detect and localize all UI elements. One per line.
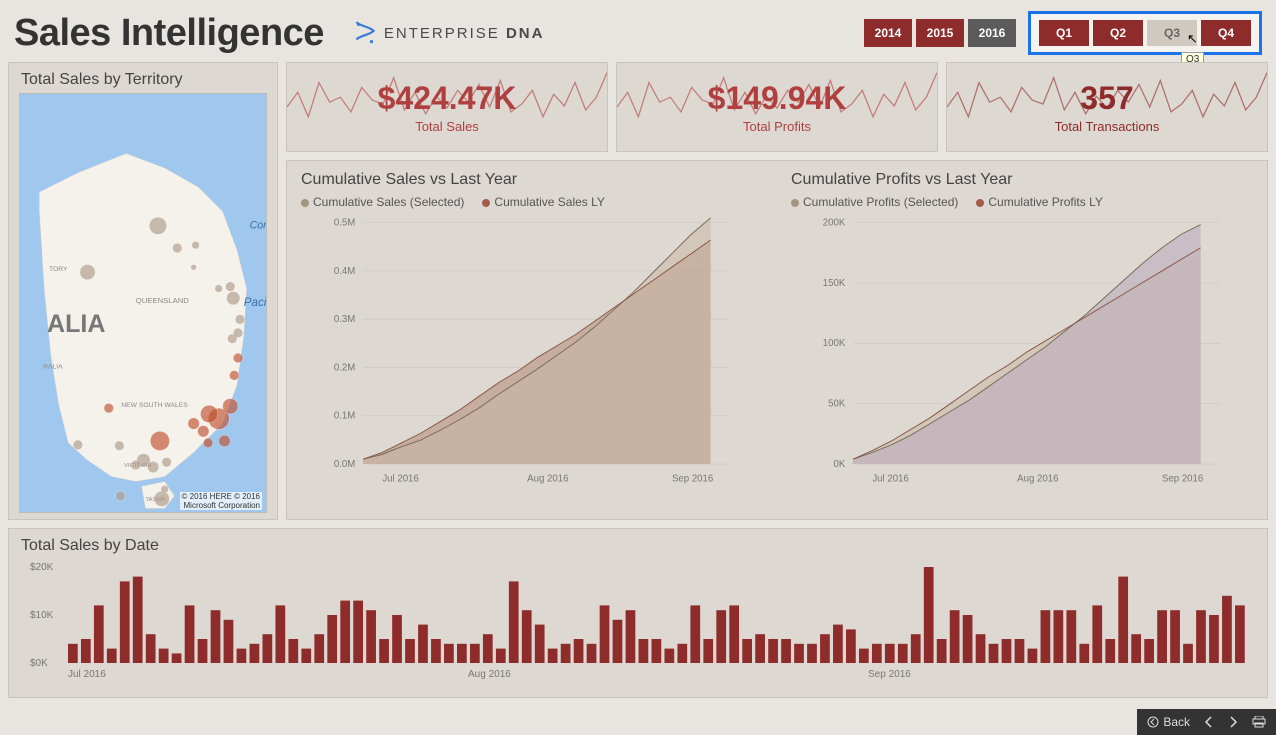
page-title: Sales Intelligence (14, 12, 324, 55)
svg-text:Jul 2016: Jul 2016 (68, 669, 106, 679)
quarter-slicer: Q1Q2Q3Q4Q3 ↖ (1028, 11, 1262, 55)
svg-text:RALIA: RALIA (43, 364, 63, 371)
svg-text:$10K: $10K (30, 610, 54, 621)
year-2015[interactable]: 2015 (916, 19, 964, 47)
print-button[interactable] (1252, 716, 1266, 728)
svg-text:TORY: TORY (49, 266, 68, 273)
svg-text:ALIA: ALIA (47, 310, 106, 338)
svg-text:0K: 0K (834, 459, 846, 470)
svg-text:Cor: Cor (250, 220, 266, 232)
dna-icon (352, 20, 378, 46)
svg-text:QUEENSLAND: QUEENSLAND (136, 296, 190, 305)
map-attribution: © 2016 HERE © 2016 Microsoft Corporation (180, 492, 263, 510)
svg-text:0.4M: 0.4M (334, 266, 355, 277)
chart-title: Cumulative Sales vs Last Year (301, 171, 763, 189)
svg-text:Sep 2016: Sep 2016 (868, 669, 911, 679)
svg-text:Jul 2016: Jul 2016 (382, 473, 418, 484)
legend-item: Cumulative Sales (Selected) (301, 195, 464, 209)
quarter-Q3[interactable]: Q3 (1147, 20, 1197, 46)
svg-text:0.2M: 0.2M (334, 362, 355, 373)
quarter-Q1[interactable]: Q1 (1039, 20, 1089, 46)
svg-text:200K: 200K (823, 218, 846, 229)
svg-text:Paci: Paci (244, 297, 266, 309)
year-slicer: 201420152016 (864, 19, 1016, 47)
svg-text:$20K: $20K (30, 562, 54, 573)
logo: ENTERPRISE DNA (352, 20, 545, 46)
svg-text:Aug 2016: Aug 2016 (1017, 473, 1058, 484)
svg-text:0.0M: 0.0M (334, 459, 355, 470)
legend-item: Cumulative Profits LY (976, 195, 1103, 209)
kpi-total-profits: $149.94K Total Profits (616, 62, 938, 152)
chart-title: Cumulative Profits vs Last Year (791, 171, 1253, 189)
legend-item: Cumulative Profits (Selected) (791, 195, 958, 209)
svg-text:$0K: $0K (30, 658, 48, 669)
svg-text:Sep 2016: Sep 2016 (672, 473, 713, 484)
sales-by-date-panel: Total Sales by Date $20K $10K $0K Jul 2016 A… (8, 528, 1268, 698)
year-2014[interactable]: 2014 (864, 19, 912, 47)
svg-text:Aug 2016: Aug 2016 (527, 473, 568, 484)
cum-sales-chart[interactable]: Cumulative Sales vs Last Year Cumulative… (287, 161, 777, 519)
sales-by-date-chart[interactable]: $20K $10K $0K Jul 2016 Aug 2016 Sep 2016 (21, 559, 1255, 679)
prev-page-button[interactable] (1204, 716, 1214, 728)
kpi-total-sales: $424.47K Total Sales (286, 62, 608, 152)
map-title: Total Sales by Territory (9, 63, 277, 93)
quarter-Q4[interactable]: Q4 (1201, 20, 1251, 46)
svg-text:Sep 2016: Sep 2016 (1162, 473, 1203, 484)
svg-text:Aug 2016: Aug 2016 (468, 669, 511, 679)
kpi-total-transactions: 357 Total Transactions (946, 62, 1268, 152)
quarter-Q2[interactable]: Q2 (1093, 20, 1143, 46)
svg-text:Jul 2016: Jul 2016 (872, 473, 908, 484)
svg-text:0.3M: 0.3M (334, 314, 355, 325)
svg-text:0.1M: 0.1M (334, 411, 355, 422)
chart-title: Total Sales by Date (21, 537, 1255, 559)
next-page-button[interactable] (1228, 716, 1238, 728)
footer-toolbar: Back (1137, 709, 1276, 735)
svg-text:150K: 150K (823, 278, 846, 289)
svg-text:100K: 100K (823, 338, 846, 349)
map-panel: Total Sales by Territory Cor Paci QUEENSLA… (8, 62, 278, 520)
year-2016[interactable]: 2016 (968, 19, 1016, 47)
svg-text:NEW SOUTH WALES: NEW SOUTH WALES (121, 402, 188, 409)
svg-text:0.5M: 0.5M (334, 218, 355, 229)
legend-item: Cumulative Sales LY (482, 195, 605, 209)
back-button[interactable]: Back (1147, 715, 1190, 729)
cumulative-charts: Cumulative Sales vs Last Year Cumulative… (286, 160, 1268, 520)
svg-text:50K: 50K (828, 399, 846, 410)
territory-map[interactable]: Cor Paci QUEENSLAND NEW SOUTH WALES TORY RALI… (19, 93, 267, 513)
cum-profits-chart[interactable]: Cumulative Profits vs Last Year Cumulati… (777, 161, 1267, 519)
